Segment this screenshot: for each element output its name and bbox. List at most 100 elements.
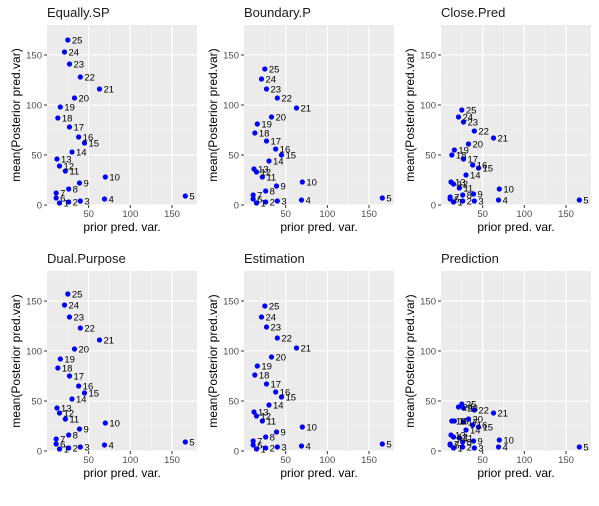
point-label: 22	[281, 333, 292, 344]
data-point	[262, 66, 268, 72]
data-point	[274, 95, 280, 101]
data-point	[448, 179, 454, 185]
point-label: 11	[266, 416, 276, 427]
data-point	[252, 372, 258, 378]
point-label: 22	[84, 323, 95, 334]
data-point	[55, 115, 61, 121]
data-point	[263, 434, 269, 440]
panel-title: Boundary.P	[244, 5, 311, 20]
x-tick-label: 50	[280, 209, 291, 220]
data-point	[460, 419, 467, 425]
data-point	[268, 114, 275, 120]
point-label: 13	[61, 154, 72, 165]
data-point	[56, 163, 63, 169]
x-tick-label: 100	[516, 209, 532, 220]
data-point	[263, 381, 270, 387]
point-label: 24	[266, 74, 277, 85]
data-point	[455, 114, 462, 120]
y-tick-label: 150	[223, 50, 239, 61]
point-label: 12	[64, 408, 75, 419]
panel-title: Equally.SP	[47, 5, 110, 20]
y-tick-label: 150	[420, 50, 436, 61]
point-label: 5	[583, 195, 588, 206]
data-point	[253, 200, 260, 206]
data-point	[53, 436, 59, 442]
point-label: 2	[73, 443, 78, 454]
data-point	[268, 354, 275, 360]
point-label: 3	[478, 196, 483, 207]
x-tick-label: 50	[280, 455, 291, 466]
point-label: 6	[60, 439, 65, 450]
data-point	[262, 303, 268, 309]
point-label: 10	[109, 172, 120, 183]
facet-panel-4: 50 100 150 0 50 100 150 Dual.Purpose prior pred.…	[9, 251, 197, 480]
data-point	[470, 191, 477, 197]
y-tick-label: 100	[223, 100, 239, 111]
point-label: 25	[269, 64, 280, 75]
data-point	[263, 86, 270, 92]
y-axis-label: mean(Posterior pred.var)	[9, 48, 23, 181]
point-label: 15	[483, 163, 494, 174]
data-point	[465, 141, 472, 147]
point-label: 22	[84, 72, 95, 83]
point-label: 20	[276, 112, 287, 123]
data-point	[471, 445, 477, 451]
point-label: 7	[257, 190, 262, 201]
data-point	[259, 418, 265, 424]
point-label: 16	[83, 132, 94, 143]
data-point	[460, 444, 466, 450]
data-point	[76, 134, 82, 140]
point-label: 21	[301, 103, 312, 114]
point-label: 15	[89, 388, 100, 399]
data-point	[266, 158, 272, 164]
x-axis-label: prior pred. var.	[280, 466, 357, 480]
point-label: 8	[270, 186, 275, 197]
data-point	[299, 424, 305, 430]
data-point	[250, 196, 256, 202]
point-label: 12	[458, 432, 469, 443]
point-label: 19	[261, 119, 272, 130]
data-point	[459, 107, 465, 113]
y-tick-label: 150	[223, 296, 239, 307]
data-point	[496, 437, 502, 443]
point-label: 21	[498, 408, 509, 419]
point-label: 23	[74, 59, 85, 70]
point-label: 12	[261, 167, 272, 178]
data-point	[57, 104, 63, 110]
point-label: 19	[458, 145, 469, 156]
point-label: 13	[455, 177, 466, 188]
point-label: 13	[61, 403, 72, 414]
point-label: 9	[478, 436, 483, 447]
point-label: 6	[60, 193, 65, 204]
point-label: 22	[478, 405, 489, 416]
data-point	[81, 390, 88, 396]
data-point	[254, 363, 260, 369]
y-tick-label: 50	[425, 396, 436, 407]
point-label: 23	[271, 322, 282, 333]
facet-panel-3: 50 100 150 0 50 100 150 Close.Pred prior pred. v…	[403, 5, 591, 234]
point-label: 18	[456, 150, 467, 161]
data-point	[77, 74, 83, 80]
data-point	[258, 76, 265, 82]
data-point	[495, 197, 502, 203]
data-point	[101, 196, 108, 202]
data-point	[66, 199, 72, 205]
data-point	[576, 197, 582, 203]
point-label: 7	[60, 188, 65, 199]
y-tick-label: 50	[31, 396, 42, 407]
point-label: 17	[271, 136, 282, 147]
data-point	[81, 140, 88, 146]
point-label: 22	[478, 126, 489, 137]
point-label: 21	[498, 133, 509, 144]
point-label: 10	[306, 422, 317, 433]
panel-title: Dual.Purpose	[47, 251, 126, 266]
data-point	[253, 413, 260, 419]
data-point	[69, 396, 75, 402]
data-point	[263, 138, 270, 144]
data-point	[53, 190, 59, 196]
point-label: 17	[468, 154, 479, 165]
y-tick-label: 150	[26, 296, 42, 307]
point-label: 11	[69, 166, 79, 177]
point-label: 10	[109, 418, 120, 429]
point-label: 24	[463, 112, 474, 123]
